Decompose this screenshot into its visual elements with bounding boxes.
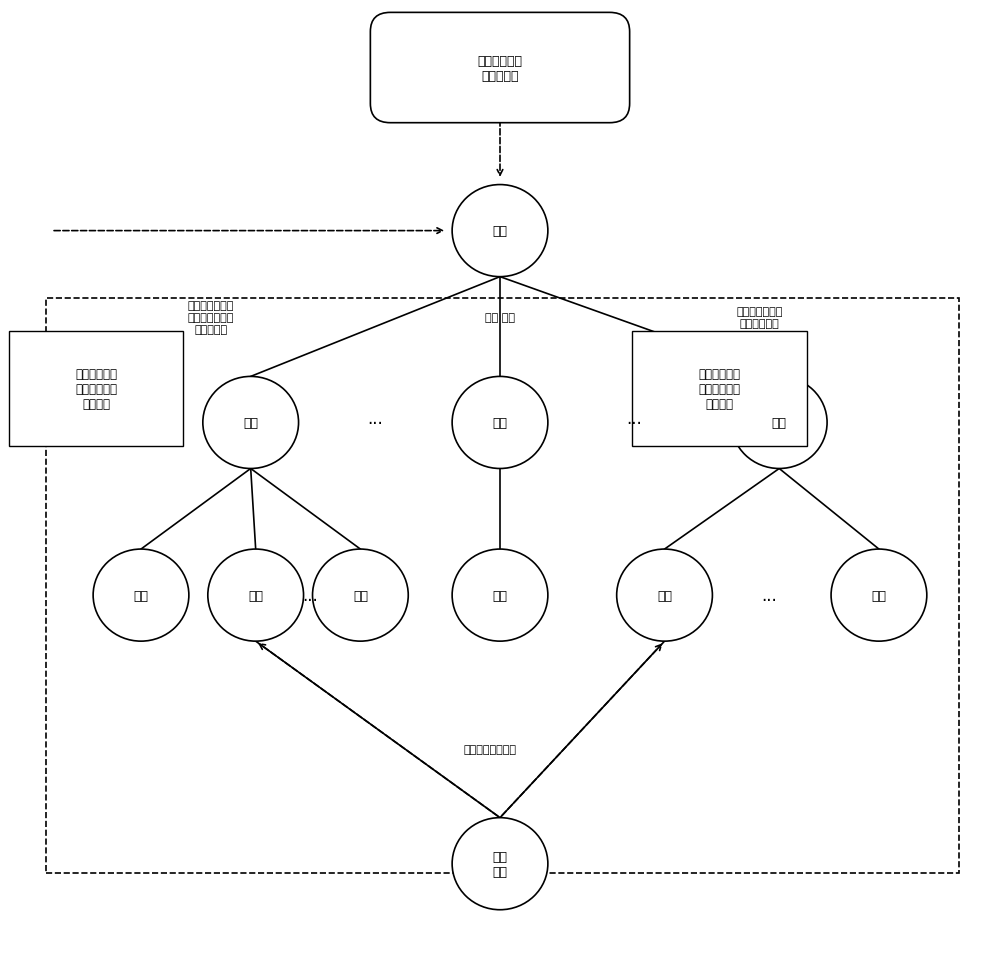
Text: 雄蜂: 雄蜂 (243, 416, 258, 430)
Circle shape (452, 550, 548, 642)
Text: 蜂后: 蜂后 (492, 225, 508, 238)
Text: 交配成功，将精
子（雄蜂本身）
加入受精囊: 交配成功，将精 子（雄蜂本身） 加入受精囊 (188, 301, 234, 334)
Text: 交配 失败: 交配 失败 (485, 312, 515, 323)
Text: 幼蜂: 幼蜂 (492, 589, 508, 602)
Text: ...: ... (761, 586, 777, 604)
Circle shape (452, 818, 548, 910)
Text: 雄蜂: 雄蜂 (492, 416, 508, 430)
Circle shape (831, 550, 927, 642)
Circle shape (731, 377, 827, 469)
Text: 交配成功，将精
子加入受精囊: 交配成功，将精 子加入受精囊 (736, 307, 782, 329)
Text: 雄蜂: 雄蜂 (772, 416, 787, 430)
Text: 幼蜂: 幼蜂 (134, 589, 148, 602)
Circle shape (452, 185, 548, 278)
FancyBboxPatch shape (9, 332, 183, 447)
Circle shape (452, 377, 548, 469)
Text: 节点信息最大
节点作为发育
优良幼蜂: 节点信息最大 节点作为发育 优良幼蜂 (75, 368, 117, 411)
Circle shape (203, 377, 299, 469)
Text: 幼蜂: 幼蜂 (248, 589, 263, 602)
Circle shape (208, 550, 304, 642)
Circle shape (93, 550, 189, 642)
Text: 节点信息最大
节点作为发育
优良幼蜂: 节点信息最大 节点作为发育 优良幼蜂 (698, 368, 740, 411)
Circle shape (313, 550, 408, 642)
Text: 幼蜂: 幼蜂 (871, 589, 886, 602)
Text: ...: ... (367, 409, 383, 428)
FancyBboxPatch shape (632, 332, 807, 447)
Text: ...: ... (627, 409, 642, 428)
Text: ...: ... (303, 586, 318, 604)
Circle shape (617, 550, 712, 642)
Text: 根据节点信息
初始化蜂后: 根据节点信息 初始化蜂后 (478, 55, 522, 83)
Text: 节点信息最大节点: 节点信息最大节点 (464, 744, 517, 753)
FancyBboxPatch shape (370, 13, 630, 124)
Text: 幼蜂: 幼蜂 (353, 589, 368, 602)
Text: 幼蜂: 幼蜂 (657, 589, 672, 602)
Text: 候选
蜂后: 候选 蜂后 (492, 850, 508, 877)
